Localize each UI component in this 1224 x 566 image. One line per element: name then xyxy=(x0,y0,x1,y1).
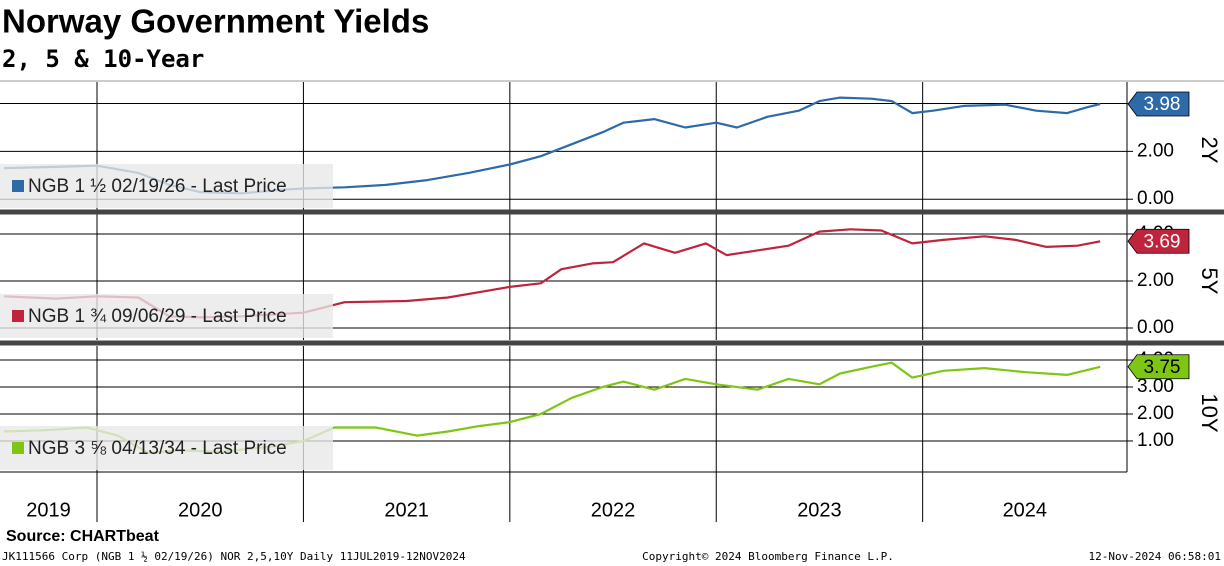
legend-swatch xyxy=(12,442,24,454)
last-value-tag xyxy=(1127,91,1190,117)
last-value-label: 3.75 xyxy=(1144,357,1181,378)
source: Source: CHARTbeat xyxy=(6,528,160,545)
y-tick-label: 3.00 xyxy=(1137,376,1174,397)
panel-label: 5Y xyxy=(1197,268,1222,295)
y-tick-label: 2.00 xyxy=(1137,140,1174,161)
legend-box xyxy=(0,164,333,208)
panel-label: 10Y xyxy=(1197,393,1222,432)
chart-title: Norway Government Yields xyxy=(2,3,429,40)
last-value-tag xyxy=(1127,354,1190,380)
x-tick-label: 2024 xyxy=(1003,499,1048,521)
x-tick-label: 2020 xyxy=(178,499,223,521)
panel-separator xyxy=(0,340,1224,346)
y-tick-label: 2.00 xyxy=(1137,270,1174,291)
x-tick-label: 2021 xyxy=(384,499,429,521)
legend-swatch xyxy=(12,310,24,322)
legend-box xyxy=(0,426,333,470)
x-tick-label: 2023 xyxy=(797,499,842,521)
x-tick-label: 2022 xyxy=(591,499,636,521)
panel-separator xyxy=(0,209,1224,215)
x-tick-label: 2019 xyxy=(26,499,71,521)
panel-label: 2Y xyxy=(1197,137,1222,164)
last-value-tag xyxy=(1127,228,1190,254)
last-value-label: 3.98 xyxy=(1144,94,1181,115)
legend-box xyxy=(0,294,333,338)
legend-swatch xyxy=(12,180,24,192)
footer-left: JK111566 Corp (NGB 1 ½ 02/19/26) NOR 2,5… xyxy=(2,550,466,563)
footer-center: Copyright© 2024 Bloomberg Finance L.P. xyxy=(642,550,894,563)
chart-subtitle: 2, 5 & 10-Year xyxy=(2,45,204,73)
legend-label: NGB 3 ⅝ 04/13/34 - Last Price xyxy=(28,438,287,459)
footer-right: 12-Nov-2024 06:58:01 xyxy=(1089,550,1221,563)
legend-label: NGB 1 ½ 02/19/26 - Last Price xyxy=(28,176,287,197)
legend-label: NGB 1 ¾ 09/06/29 - Last Price xyxy=(28,306,287,327)
y-tick-label: 0.00 xyxy=(1137,317,1174,338)
y-tick-label: 2.00 xyxy=(1137,403,1174,424)
last-value-label: 3.69 xyxy=(1144,231,1181,252)
y-tick-label: 0.00 xyxy=(1137,188,1174,209)
y-tick-label: 1.00 xyxy=(1137,430,1174,451)
